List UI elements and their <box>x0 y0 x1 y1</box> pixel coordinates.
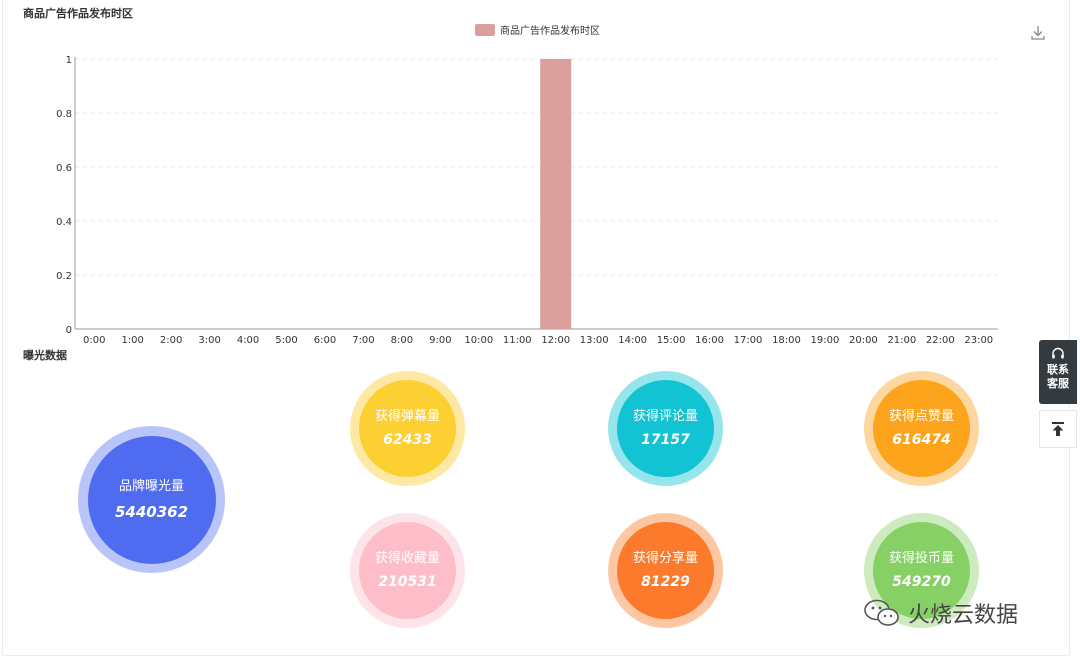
likes-label: 获得点赞量 <box>888 408 954 424</box>
watermark: 火烧云数据 <box>862 597 1018 629</box>
x-tick-label: 4:00 <box>237 335 259 346</box>
publish-time-bar-chart: 00.20.40.60.810:00 1:00 2:00 3:00 4:00 5:00 6:… <box>56 24 998 346</box>
shares-bubble: 获得分享量 81229 <box>608 513 723 628</box>
x-tick-label: 1:00 <box>121 335 143 346</box>
x-tick-label: 13:00 <box>580 335 609 346</box>
x-tick-label: 19:00 <box>811 335 840 346</box>
wechat-icon <box>864 599 899 626</box>
download-icon[interactable] <box>1029 24 1047 42</box>
brand-exposure-label: 品牌曝光量 <box>118 478 184 494</box>
y-tick-label: 0.4 <box>56 217 72 228</box>
x-tick-label: 2:00 <box>160 335 182 346</box>
shares-label: 获得分享量 <box>632 550 698 566</box>
x-tick-label: 8:00 <box>391 335 413 346</box>
y-tick-label: 0 <box>66 325 72 336</box>
x-tick-label: 20:00 <box>849 335 878 346</box>
contact-service-button[interactable]: 联系客服 <box>1039 340 1077 404</box>
y-tick-label: 1 <box>66 55 72 66</box>
legend-label: 商品广告作品发布时区 <box>500 24 600 37</box>
likes-bubble: 获得点赞量 616474 <box>864 371 979 486</box>
x-tick-label: 7:00 <box>352 335 374 346</box>
coins-label: 获得投币量 <box>888 550 954 566</box>
contact-service-label: 联系客服 <box>1047 363 1069 390</box>
x-tick-label: 15:00 <box>657 335 686 346</box>
exposure-section-title: 曝光数据 <box>23 349 67 362</box>
x-tick-label: 14:00 <box>618 335 647 346</box>
favorites-value: 210531 <box>378 573 437 590</box>
legend-swatch <box>475 24 495 36</box>
y-tick-label: 0.8 <box>56 109 72 120</box>
brand-exposure-bubble: 品牌曝光量 5440362 <box>78 426 225 573</box>
likes-value: 616474 <box>892 431 951 448</box>
back-to-top-button[interactable] <box>1039 410 1077 448</box>
x-tick-label: 9:00 <box>429 335 451 346</box>
x-tick-label: 0:00 <box>83 335 105 346</box>
coins-bubble: 获得投币量 549270 <box>864 513 979 628</box>
back-to-top-icon <box>1052 422 1064 436</box>
x-tick-label: 16:00 <box>695 335 724 346</box>
favorites-label: 获得收藏量 <box>374 550 440 566</box>
x-tick-label: 23:00 <box>964 335 993 346</box>
x-tick-label: 21:00 <box>887 335 916 346</box>
x-tick-label: 5:00 <box>275 335 297 346</box>
shares-value: 81229 <box>641 573 690 590</box>
danmaku-value: 62433 <box>383 431 432 448</box>
x-tick-label: 3:00 <box>198 335 220 346</box>
chart-section-title: 商品广告作品发布时区 <box>23 7 133 20</box>
comments-bubble: 获得评论量 17157 <box>608 371 723 486</box>
favorites-bubble: 获得收藏量 210531 <box>350 513 465 628</box>
coins-value: 549270 <box>892 573 951 590</box>
y-tick-label: 0.6 <box>56 163 72 174</box>
x-tick-label: 22:00 <box>926 335 955 346</box>
x-tick-label: 11:00 <box>503 335 532 346</box>
x-tick-label: 12:00 <box>541 335 570 346</box>
danmaku-label: 获得弹幕量 <box>374 408 440 424</box>
x-tick-label: 17:00 <box>734 335 763 346</box>
bar-12:00 <box>540 59 572 329</box>
brand-exposure-value: 5440362 <box>114 502 189 521</box>
x-tick-label: 18:00 <box>772 335 801 346</box>
y-tick-label: 0.2 <box>56 271 72 282</box>
x-tick-label: 10:00 <box>464 335 493 346</box>
comments-label: 获得评论量 <box>632 408 698 424</box>
x-tick-label: 6:00 <box>314 335 336 346</box>
headset-icon <box>1052 347 1064 359</box>
comments-value: 17157 <box>641 431 690 448</box>
watermark-text: 火烧云数据 <box>908 603 1019 628</box>
danmaku-bubble: 获得弹幕量 62433 <box>350 371 465 486</box>
